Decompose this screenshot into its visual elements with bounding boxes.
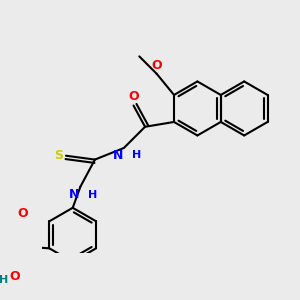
Text: H: H bbox=[0, 275, 9, 285]
Text: O: O bbox=[151, 59, 162, 72]
Text: H: H bbox=[88, 190, 98, 200]
Text: O: O bbox=[9, 269, 20, 283]
Text: H: H bbox=[132, 150, 141, 160]
Text: N: N bbox=[112, 149, 123, 162]
Text: O: O bbox=[128, 90, 139, 103]
Text: S: S bbox=[54, 149, 63, 162]
Text: O: O bbox=[17, 207, 28, 220]
Text: N: N bbox=[69, 188, 80, 200]
